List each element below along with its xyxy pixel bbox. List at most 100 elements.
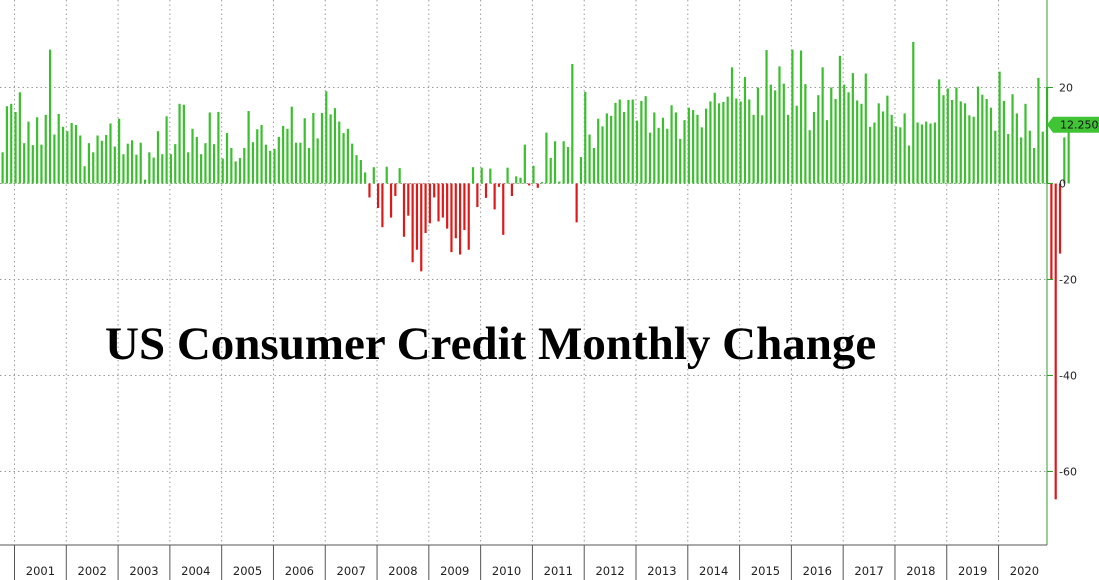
bar [463, 183, 466, 231]
bar [856, 100, 859, 184]
bar [959, 101, 962, 184]
bar [264, 144, 267, 184]
bar [821, 67, 824, 184]
bar [122, 154, 125, 184]
bar [118, 118, 121, 184]
bar [1033, 147, 1036, 184]
bar [376, 183, 380, 208]
bar [709, 101, 712, 184]
bar [510, 183, 513, 196]
bar [1002, 100, 1006, 184]
bar [1024, 103, 1027, 184]
bar [519, 177, 522, 184]
bar [407, 183, 410, 216]
bar [428, 183, 431, 224]
bar [532, 165, 535, 184]
bar [713, 92, 716, 184]
x-tick-label: 2008 [388, 564, 417, 578]
bar [782, 83, 785, 184]
bar [774, 90, 777, 184]
x-tick-label: 2006 [285, 564, 314, 578]
bar [579, 157, 583, 184]
bar [394, 183, 397, 196]
bar [899, 127, 902, 184]
bar [476, 183, 479, 208]
bar [506, 167, 509, 184]
bar [5, 106, 9, 184]
x-axis: 2001 2002 2003 2004 2005 2006 2007 2008 2009 2010… [0, 544, 1047, 580]
bar [881, 111, 885, 184]
bar [722, 101, 725, 184]
bar [497, 183, 501, 187]
bar [502, 183, 505, 235]
bar [778, 66, 781, 184]
bar [946, 88, 949, 184]
bar [212, 144, 216, 184]
bar [217, 111, 220, 184]
bar [1054, 183, 1057, 500]
bar [657, 127, 660, 184]
bar [933, 122, 936, 184]
y-tick-label: -60 [1059, 466, 1077, 479]
y-tick-label: -20 [1059, 274, 1077, 287]
bar [907, 145, 911, 184]
bar [290, 106, 293, 184]
bar [601, 126, 604, 184]
bar [864, 73, 867, 184]
bar [484, 183, 488, 198]
bar [1007, 134, 1010, 184]
bar [398, 168, 401, 184]
bar [338, 121, 341, 184]
bar [66, 131, 69, 184]
x-tick-label: 2016 [803, 564, 832, 578]
bar [480, 167, 483, 184]
bar [87, 143, 91, 184]
bar [303, 118, 306, 184]
bar [234, 161, 237, 184]
bar [942, 95, 945, 184]
x-tick-label: 2020 [1010, 564, 1039, 578]
bar [433, 183, 436, 198]
bar [817, 95, 820, 184]
bar [320, 112, 324, 184]
bar [756, 87, 759, 184]
bar [834, 99, 837, 184]
bar [571, 63, 574, 184]
bar [739, 101, 742, 184]
bar-series [1, 41, 1070, 500]
bar [446, 183, 449, 229]
bar [92, 152, 95, 184]
bar [273, 148, 276, 184]
bar [381, 183, 384, 228]
bar [536, 183, 539, 188]
bar [286, 128, 289, 184]
bar [355, 155, 358, 184]
bar [994, 130, 997, 184]
bar [454, 183, 457, 239]
bar [692, 110, 695, 184]
bar [869, 126, 872, 184]
bar [329, 114, 332, 184]
bar [623, 111, 626, 184]
bar [294, 142, 298, 184]
bar [277, 136, 280, 184]
bar [679, 138, 682, 184]
bar [130, 140, 134, 184]
bar [562, 141, 565, 184]
bar [126, 143, 129, 184]
bar [938, 79, 941, 184]
bar [929, 123, 932, 184]
y-tick-label: 20 [1059, 82, 1073, 95]
bar [515, 176, 518, 184]
horizontal-grid [0, 87, 1047, 472]
bar [161, 154, 164, 184]
bar [316, 138, 319, 184]
bar [282, 125, 285, 184]
bar [812, 111, 816, 184]
x-tick-label: 2015 [751, 564, 780, 578]
bar [618, 99, 621, 184]
bar [795, 105, 798, 184]
x-tick-label: 2009 [440, 564, 469, 578]
bar [169, 154, 173, 184]
bar [437, 183, 440, 222]
